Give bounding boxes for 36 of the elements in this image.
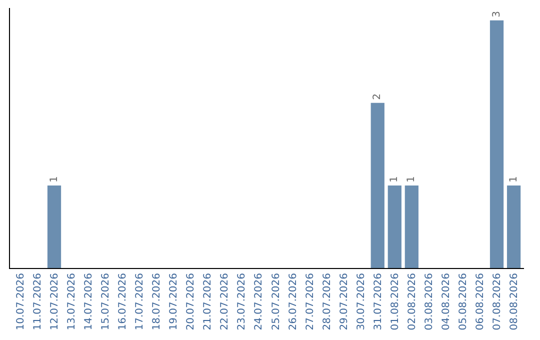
x-tick-label: 04.08.2026	[440, 273, 452, 330]
data-label: 3	[491, 11, 502, 18]
x-tick-label: 15.07.2026	[100, 273, 112, 330]
x-tick-label: 18.07.2026	[152, 273, 163, 330]
x-tick-label: 16.07.2026	[118, 273, 129, 330]
x-tick-label: 06.08.2026	[475, 273, 486, 330]
x-tick-label: 01.08.2026	[390, 273, 401, 330]
x-tick-label: 12.07.2026	[50, 273, 60, 330]
x-tick-label: 19.07.2026	[168, 273, 180, 330]
x-tick-label: 03.08.2026	[424, 273, 435, 330]
x-tick-label: 08.08.2026	[509, 273, 520, 330]
x-tick-label: 27.07.2026	[304, 273, 316, 330]
data-label: 1	[406, 176, 418, 182]
x-tick-label: 22.07.2026	[220, 273, 231, 330]
x-tick-label: 23.07.2026	[236, 273, 248, 330]
x-tick-label: 05.08.2026	[458, 273, 469, 330]
x-tick-label: 26.07.2026	[288, 273, 299, 330]
x-tick-label: 13.07.2026	[66, 273, 78, 330]
data-label: 2	[372, 94, 384, 100]
x-tick-label: 29.07.2026	[338, 273, 350, 330]
x-tick-label: 14.07.2026	[84, 273, 95, 330]
x-tick-label: 20.07.2026	[186, 273, 197, 330]
data-label: 1	[508, 176, 520, 182]
data-label: 1	[389, 176, 400, 182]
x-tick-label: 07.08.2026	[492, 273, 504, 330]
x-tick-label: 24.07.2026	[254, 273, 265, 330]
x-tick-label: 11.07.2026	[32, 273, 44, 330]
x-tick-label: 25.07.2026	[270, 273, 282, 330]
x-tick-label: 02.08.2026	[406, 273, 418, 330]
x-tick-label: 31.07.2026	[372, 273, 384, 330]
x-tick-label: 17.07.2026	[134, 273, 146, 330]
x-tick-label: 30.07.2026	[356, 273, 367, 330]
x-tick-label: 21.07.2026	[202, 273, 214, 330]
data-label: 1	[48, 176, 60, 182]
x-tick-label: 28.07.2026	[322, 273, 333, 330]
x-tick-label: 10.07.2026	[15, 273, 26, 330]
